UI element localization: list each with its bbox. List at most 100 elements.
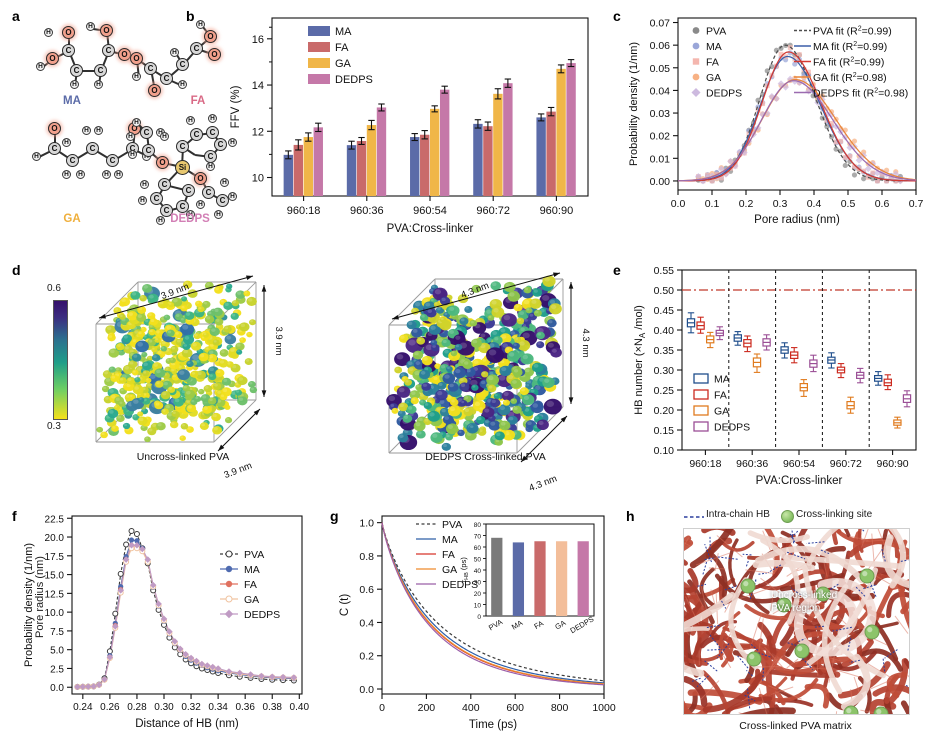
cross-linking-site[interactable] (746, 651, 762, 667)
pore-blob (523, 367, 535, 377)
bar-dedps-3[interactable] (503, 83, 513, 196)
bar-ma-1[interactable] (346, 145, 357, 196)
bar-ga-3[interactable] (493, 93, 503, 196)
decay-curve-dedps (381, 522, 605, 686)
pore-blob-highlight (455, 335, 461, 340)
inset-bar-dedps[interactable] (577, 541, 589, 616)
pore-blob (145, 377, 152, 384)
y-tick-label: 1.0 (359, 518, 374, 530)
cross-linking-site[interactable] (776, 597, 792, 613)
pore-blob-highlight (473, 285, 477, 290)
data-marker (112, 610, 119, 617)
pore-blob-highlight (488, 315, 492, 319)
polymer-chain (687, 579, 715, 625)
cross-linking-site[interactable] (794, 643, 810, 659)
cross-linking-site[interactable] (859, 568, 875, 584)
pore-blob-highlight (458, 430, 462, 434)
pore-blob-highlight (513, 343, 517, 347)
pore-blob (497, 404, 511, 416)
intra-chain-hb (721, 600, 727, 609)
pore-blob-highlight (215, 318, 220, 322)
bar-fa-4[interactable] (546, 111, 556, 196)
pore-blob-highlight (444, 416, 450, 420)
legend-label-ga: GA (714, 406, 729, 418)
data-marker (851, 138, 858, 144)
y-tick-label: 0.4 (359, 617, 374, 629)
legend-label-dedps: DEDPS (442, 579, 478, 591)
intra-chain-hb (691, 677, 703, 682)
bar-ga-1[interactable] (366, 125, 377, 196)
fit-legend-label-ma: MA fit (R2=0.99) (813, 41, 887, 53)
bar-ga-4[interactable] (556, 68, 566, 196)
pore-blob-highlight (491, 399, 496, 404)
y-axis-label: Probability density (1/nm) (23, 543, 35, 667)
bar-fa-2[interactable] (420, 134, 430, 196)
bar-ga-0[interactable] (303, 137, 313, 196)
bar-dedps-4[interactable] (566, 63, 576, 196)
pore-blob-highlight (503, 392, 509, 397)
pore-blob (454, 343, 463, 351)
pore-blob (512, 405, 522, 414)
data-marker (727, 157, 734, 165)
bar-ga-2[interactable] (430, 108, 440, 196)
cross-linking-site[interactable] (864, 624, 880, 640)
y-tick-label: 0.02 (650, 131, 671, 143)
intra-chain-hb-legend-icon (684, 516, 704, 518)
cross-linking-site[interactable] (740, 578, 756, 594)
pore-blob (391, 407, 399, 414)
cross-linking-site[interactable] (873, 706, 889, 715)
data-marker (128, 537, 135, 543)
inset-bar-ma[interactable] (512, 542, 525, 616)
polymer-chain (900, 700, 909, 714)
intra-chain-hb (762, 667, 765, 682)
y-axis-label: HB number (×NA /mol) (633, 305, 647, 415)
cube-caption-uncrosslinked: Uncross-linked PVA (136, 451, 230, 463)
pore-blob-highlight (465, 306, 469, 310)
bar-ma-0[interactable] (283, 154, 294, 196)
panel-h-caption: Cross-linked PVA matrix (739, 720, 852, 732)
pore-blob (430, 343, 440, 352)
x-tick-label: 960:36 (736, 458, 768, 470)
bar-ma-4[interactable] (536, 117, 546, 196)
pore-blob (507, 290, 521, 302)
atom-c: C (176, 200, 189, 213)
panel-a-label: a (12, 8, 20, 24)
atom-h: H (86, 22, 95, 31)
polymer-chain (757, 575, 798, 591)
pore-blob-highlight (510, 331, 516, 335)
bar-ma-2[interactable] (410, 137, 420, 196)
intra-chain-hb (849, 659, 861, 663)
pore-blob-highlight (442, 339, 447, 344)
bar-ma-3[interactable] (473, 123, 483, 196)
pore-blob (198, 352, 209, 362)
bar-dedps-2[interactable] (439, 89, 450, 196)
inset-bar-ga[interactable] (555, 541, 568, 616)
chain-highlight (802, 666, 830, 670)
bar-dedps-0[interactable] (313, 127, 323, 196)
data-marker (279, 673, 287, 681)
bar-fa-0[interactable] (293, 144, 303, 196)
atom-h: H (214, 210, 223, 219)
inset-bar-fa[interactable] (534, 541, 546, 616)
atom-o: O (48, 122, 61, 135)
pore-blob-highlight (408, 339, 416, 346)
pore-blob (523, 286, 532, 294)
cross-linking-site[interactable] (843, 705, 859, 715)
bar-fa-1[interactable] (356, 140, 367, 196)
pore-blob-highlight (494, 337, 499, 341)
pore-blob (409, 390, 421, 400)
fit-legend-label-pva: PVA fit (R2=0.99) (813, 26, 892, 38)
bar-dedps-1[interactable] (376, 107, 387, 196)
intra-chain-hb (746, 669, 753, 677)
inset-bar-pva[interactable] (491, 537, 503, 616)
pore-blob (224, 417, 233, 424)
pore-blob-highlight (500, 421, 506, 426)
cross-linking-site[interactable] (815, 586, 831, 602)
pore-blob-highlight (124, 346, 129, 350)
panel-h-label: h (626, 508, 635, 524)
pore-blob (412, 350, 424, 360)
pore-blob (195, 300, 203, 307)
pore-blob-highlight (512, 380, 517, 384)
bar-fa-3[interactable] (483, 126, 493, 196)
pore-blob (122, 334, 132, 343)
